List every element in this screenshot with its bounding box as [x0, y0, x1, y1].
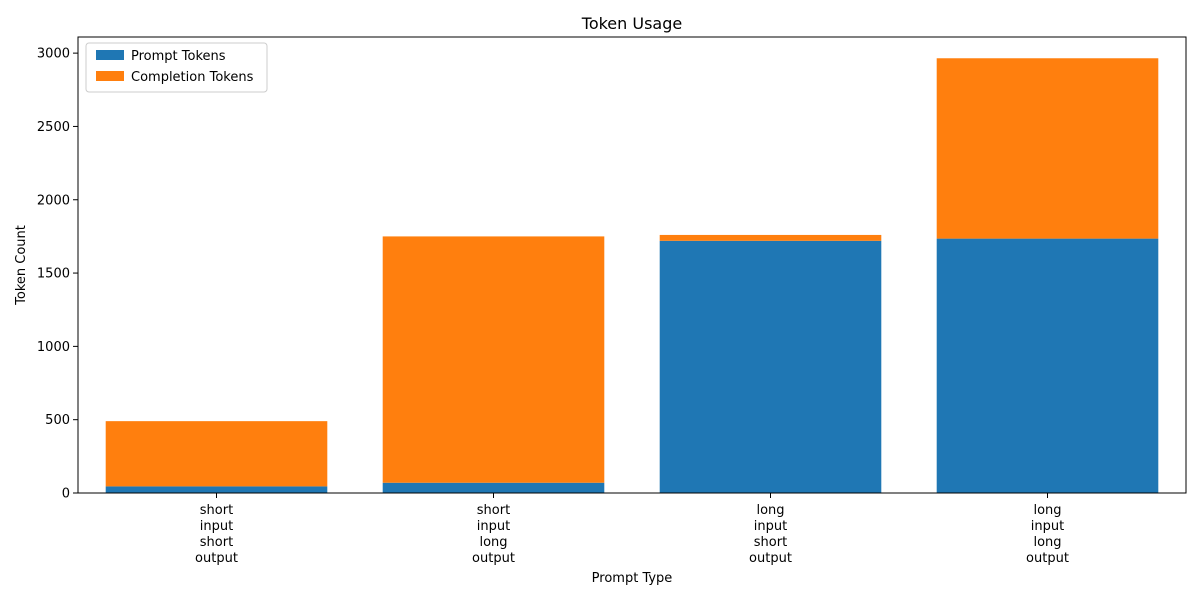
x-tick-label-4: long input long output: [1026, 503, 1069, 566]
x-tick-label-line: long: [1033, 535, 1061, 550]
plot-frame: [77, 36, 1187, 494]
x-tick-label-3: long input short output: [749, 503, 792, 566]
y-tick-label-3000: 3000: [37, 47, 70, 62]
x-tick-label-line: input: [1031, 519, 1064, 534]
x-tick-label-line: output: [472, 551, 515, 566]
y-tick-label-2000: 2000: [37, 193, 70, 208]
chart-title: Token Usage: [581, 14, 682, 33]
legend-swatch-2: [96, 71, 124, 81]
x-tick-label-line: output: [749, 551, 792, 566]
x-tick-label-2: short input long output: [472, 503, 515, 566]
x-tick-label-line: input: [477, 519, 510, 534]
bar-completion-tokens-2: [382, 236, 605, 483]
x-tick-label-line: long: [756, 503, 784, 518]
x-tick-label-line: short: [477, 503, 510, 518]
x-tick-label-line: input: [200, 519, 233, 534]
bar-prompt-tokens-2: [382, 482, 605, 493]
bar-prompt-tokens-4: [936, 238, 1159, 493]
x-tick-label-line: long: [479, 535, 507, 550]
y-tick-label-500: 500: [45, 413, 70, 428]
x-axis-label: Prompt Type: [592, 571, 673, 586]
y-tick-label-0: 0: [62, 487, 70, 502]
bar-completion-tokens-1: [105, 421, 328, 487]
x-tick-label-line: output: [195, 551, 238, 566]
x-tick-label-line: long: [1033, 503, 1061, 518]
x-tick-label-line: short: [200, 503, 233, 518]
legend-label-1: Prompt Tokens: [131, 49, 226, 64]
y-tick-label-2500: 2500: [37, 120, 70, 135]
legend-swatch-1: [96, 50, 124, 60]
x-tick-label-line: input: [754, 519, 787, 534]
bar-prompt-tokens-3: [659, 240, 882, 493]
bar-prompt-tokens-1: [105, 486, 328, 493]
y-axis-label: Token Count: [14, 225, 29, 306]
legend-box: [85, 42, 268, 93]
bar-completion-tokens-3: [659, 234, 882, 241]
x-tick-label-line: short: [754, 535, 787, 550]
legend: Prompt Tokens Completion Tokens: [85, 42, 268, 93]
y-tick-label-1000: 1000: [37, 340, 70, 355]
x-tick-label-1: short input short output: [195, 503, 238, 566]
y-tick-label-1500: 1500: [37, 267, 70, 282]
x-tick-label-line: output: [1026, 551, 1069, 566]
legend-label-2: Completion Tokens: [131, 70, 254, 85]
bar-completion-tokens-4: [936, 58, 1159, 239]
x-tick-label-line: short: [200, 535, 233, 550]
